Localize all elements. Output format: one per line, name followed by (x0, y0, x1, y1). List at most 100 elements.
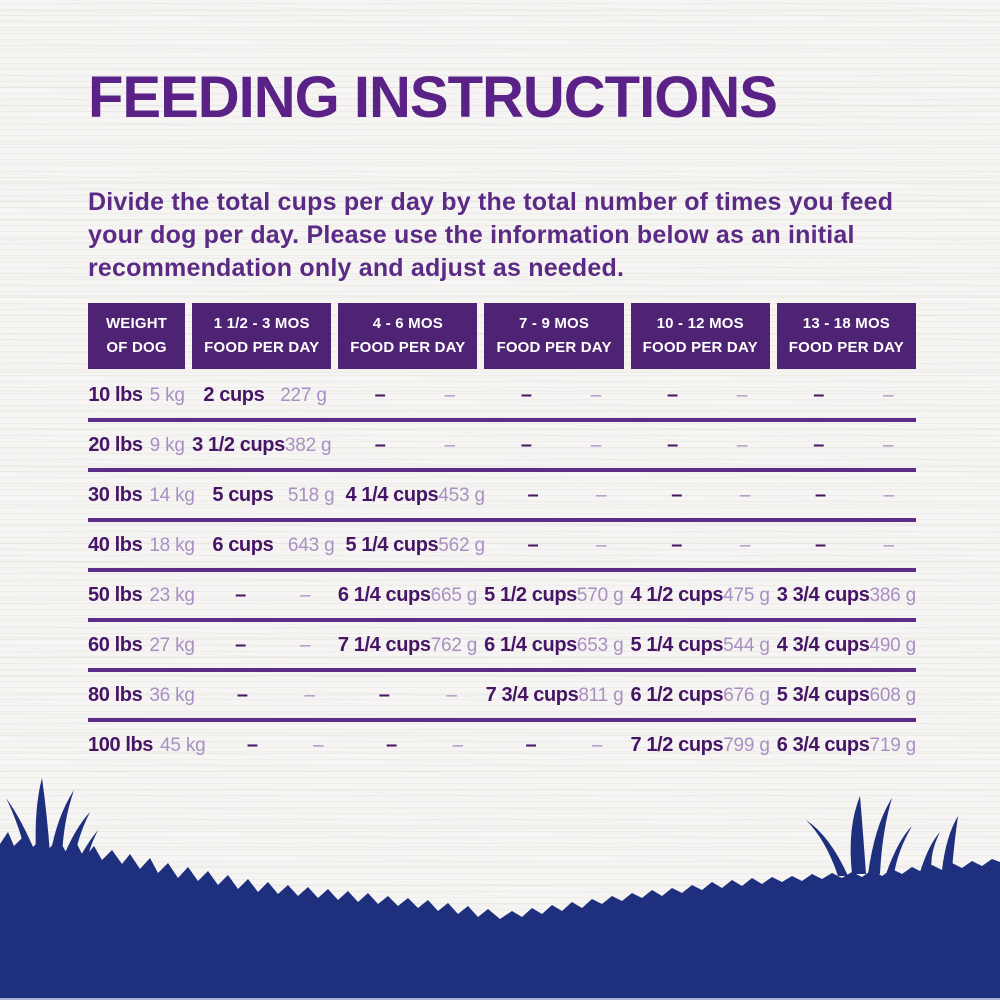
amount-cell: 5 1/4 cups 562 g (346, 534, 485, 557)
weight-lbs: 60 lbs (88, 633, 143, 656)
cups-value: – (667, 383, 678, 406)
cups-value: 4 1/4 cups (345, 483, 439, 506)
amount-cell: 3 3/4 cups 386 g (777, 584, 916, 607)
grams-value: – (591, 734, 603, 756)
grams-value: – (446, 684, 457, 706)
cups-value: – (527, 483, 539, 506)
cups-value: 7 1/4 cups (337, 633, 431, 656)
grams-value: – (596, 534, 607, 556)
weight-lbs: 100 lbs (88, 733, 154, 756)
header-cell: 4 - 6 MOS FOOD PER DAY (338, 303, 478, 369)
cups-value: – (813, 433, 824, 456)
header-line2: FOOD PER DAY (496, 339, 612, 356)
cups-value: 6 cups (212, 533, 274, 556)
grams-value: – (883, 484, 894, 506)
cups-value: – (236, 683, 248, 706)
amount-cell: 7 3/4 cups 811 g (486, 684, 624, 707)
amount-cell: 5 1/2 cups 570 g (484, 584, 623, 607)
header-line2: FOOD PER DAY (642, 339, 758, 356)
grams-value: – (883, 434, 894, 456)
cups-value: 4 1/2 cups (630, 583, 724, 606)
header-cell: 13 - 18 MOS FOOD PER DAY (776, 303, 916, 369)
amount-cell: – – (636, 534, 773, 557)
amount-cell: 5 cups 518 g (202, 484, 339, 507)
amount-cell: – – (338, 434, 477, 457)
weight-cell: 60 lbs 27 kg (88, 634, 195, 657)
cups-value: – (814, 533, 826, 556)
weight-kg: 18 kg (149, 534, 195, 556)
grams-value: 653 g (576, 634, 624, 656)
weight-cell: 40 lbs 18 kg (88, 534, 195, 557)
weight-kg: 5 kg (149, 384, 185, 406)
amount-cell: – – (491, 734, 623, 757)
grams-value: – (739, 534, 751, 556)
grams-value: 227 g (280, 384, 327, 406)
grams-value: 719 g (869, 734, 917, 756)
amount-cell: – – (202, 584, 331, 607)
amount-cell: 4 1/4 cups 453 g (346, 484, 485, 507)
table-row: 50 lbs 23 kg – – 6 1/4 cups 665 g 5 1/2 cups 57… (88, 572, 916, 622)
amount-cell: – – (492, 534, 629, 557)
amount-cell: – – (484, 384, 623, 407)
amount-cell: 7 1/4 cups 762 g (338, 634, 477, 657)
cups-value: – (378, 683, 390, 706)
amount-cell: – – (202, 684, 337, 707)
weight-lbs: 30 lbs (88, 483, 143, 506)
cups-value: – (671, 533, 682, 556)
amount-cell: 5 3/4 cups 608 g (777, 684, 916, 707)
grams-value: 799 g (723, 734, 770, 756)
weight-cell: 50 lbs 23 kg (88, 584, 195, 607)
header-line2: FOOD PER DAY (204, 339, 320, 356)
cups-value: – (671, 483, 682, 506)
header-cell: WEIGHT OF DOG (88, 303, 186, 369)
table-row: 20 lbs 9 kg 3 1/2 cups 382 g – – – – – – – – (88, 422, 916, 472)
grams-value: 544 g (723, 634, 770, 656)
cups-value: 3 3/4 cups (776, 583, 870, 606)
grams-value: 386 g (869, 584, 916, 606)
header-line1: 10 - 12 MOS (656, 315, 744, 332)
grams-value: – (590, 434, 602, 456)
weight-kg: 14 kg (149, 484, 195, 506)
grams-value: 643 g (287, 534, 335, 556)
weight-lbs: 80 lbs (88, 683, 143, 706)
weight-cell: 100 lbs 45 kg (88, 734, 206, 757)
header-line1: WEIGHT (105, 315, 168, 332)
amount-cell: 3 1/2 cups 382 g (192, 434, 331, 457)
intro-text: Divide the total cups per day by the tot… (88, 188, 894, 282)
cups-value: – (374, 383, 386, 406)
cups-value: – (527, 533, 539, 556)
amount-cell: – – (777, 434, 916, 457)
cups-value: 5 1/2 cups (484, 583, 577, 606)
grams-value: – (736, 434, 748, 456)
amount-cell: 2 cups 227 g (192, 384, 331, 407)
cups-value: – (667, 433, 678, 456)
weight-lbs: 40 lbs (88, 533, 143, 556)
weight-kg: 36 kg (149, 684, 195, 706)
table-body: 10 lbs 5 kg 2 cups 227 g – – – – – – – –20 lbs 9 kg 3… (88, 372, 916, 768)
grams-value: 811 g (578, 684, 624, 706)
amount-cell: – – (344, 684, 479, 707)
weight-kg: 23 kg (149, 584, 195, 606)
amount-cell: 6 1/4 cups 653 g (484, 634, 623, 657)
header-line2: FOOD PER DAY (350, 339, 466, 356)
header-line1: 4 - 6 MOS (372, 315, 443, 332)
amount-cell: 6 1/4 cups 665 g (338, 584, 477, 607)
amount-cell: – – (352, 734, 484, 757)
cups-value: 6 1/4 cups (484, 633, 577, 656)
grams-value: – (739, 484, 751, 506)
grams-value: 570 g (576, 584, 624, 606)
grams-value: – (883, 534, 894, 556)
grams-value: – (444, 384, 455, 406)
cups-value: 5 1/4 cups (345, 533, 439, 556)
cups-value: 7 1/2 cups (630, 733, 724, 756)
grams-value: – (882, 384, 894, 406)
grams-value: – (299, 584, 311, 606)
amount-cell: – – (213, 734, 345, 757)
amount-cell: – – (779, 484, 916, 507)
grams-value: – (304, 684, 316, 706)
amount-cell: – – (636, 484, 773, 507)
cups-value: 5 3/4 cups (776, 683, 870, 706)
